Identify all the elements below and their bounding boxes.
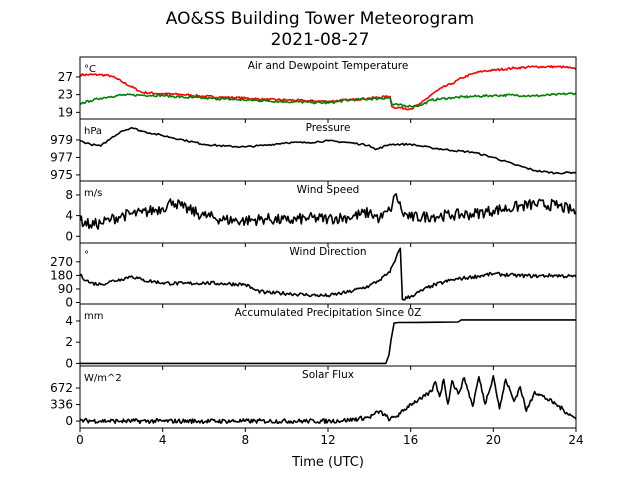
y-tick-label: 2 xyxy=(65,335,73,349)
panel-unit: °C xyxy=(84,64,96,75)
y-tick-label: 979 xyxy=(50,133,73,147)
y-tick-label: 0 xyxy=(65,295,73,309)
panel-unit: hPa xyxy=(84,126,102,137)
y-tick-label: 336 xyxy=(50,398,73,412)
x-axis: 0 4 8 12 16 20 24 xyxy=(76,433,583,447)
series-line-2-1 xyxy=(80,126,576,175)
panel-unit: m/s xyxy=(84,188,102,199)
panel-3: 0 4 8 m/s Wind Speed xyxy=(65,180,577,247)
x-tick-label: 20 xyxy=(486,433,501,447)
y-tick-label: 0 xyxy=(65,356,73,370)
x-tick-label: 16 xyxy=(403,433,418,447)
panel-6: 0 336 672 W/m^2 Solar Flux xyxy=(50,365,577,432)
series-line-1-1 xyxy=(80,65,576,111)
y-tick-label: 270 xyxy=(50,255,73,269)
x-tick-label: 4 xyxy=(159,433,167,447)
series-line-5-1 xyxy=(80,319,576,365)
y-tick-label: 975 xyxy=(50,168,73,182)
y-tick-label: 27 xyxy=(58,70,73,84)
y-tick-label: 19 xyxy=(58,105,73,119)
panel-unit: ° xyxy=(84,250,89,261)
panel-title: Pressure xyxy=(306,122,351,134)
y-tick-label: 23 xyxy=(58,88,73,102)
x-tick-label: 12 xyxy=(320,433,335,447)
panel-title: Wind Speed xyxy=(297,184,360,196)
panel-title: Wind Direction xyxy=(289,246,366,258)
y-tick-label: 180 xyxy=(50,268,73,282)
panel-title: Solar Flux xyxy=(302,369,354,381)
x-tick-label: 0 xyxy=(76,433,84,447)
panel-1: 19 23 27 °C Air and Dewpoint Temperature xyxy=(58,56,577,123)
series-line-4-1 xyxy=(80,247,576,301)
panel-unit: mm xyxy=(84,311,103,322)
figure-date: 2021-08-27 xyxy=(271,30,370,50)
figure-title: AO&SS Building Tower Meteorogram xyxy=(166,9,474,29)
y-tick-label: 90 xyxy=(58,282,73,296)
x-tick-label: 8 xyxy=(242,433,250,447)
series-line-1-2 xyxy=(80,92,576,108)
panel-5: 0 2 4 mm Accumulated Precipitation Since 0Z xyxy=(65,303,577,370)
y-tick-label: 8 xyxy=(65,188,73,202)
series-line-3-1 xyxy=(80,193,576,230)
panel-title: Accumulated Precipitation Since 0Z xyxy=(235,307,422,319)
y-tick-label: 0 xyxy=(65,414,73,428)
panel-unit: W/m^2 xyxy=(84,373,122,384)
panel-2: 975 977 979 hPa Pressure xyxy=(50,118,577,185)
x-axis-label: Time (UTC) xyxy=(291,455,364,470)
y-tick-label: 4 xyxy=(65,314,73,328)
y-tick-label: 0 xyxy=(65,229,73,243)
y-tick-label: 4 xyxy=(65,209,73,223)
y-tick-label: 672 xyxy=(50,381,73,395)
y-tick-label: 977 xyxy=(50,150,73,164)
series-line-6-1 xyxy=(80,375,576,425)
x-tick-label: 24 xyxy=(568,433,583,447)
panel-title: Air and Dewpoint Temperature xyxy=(248,60,409,72)
